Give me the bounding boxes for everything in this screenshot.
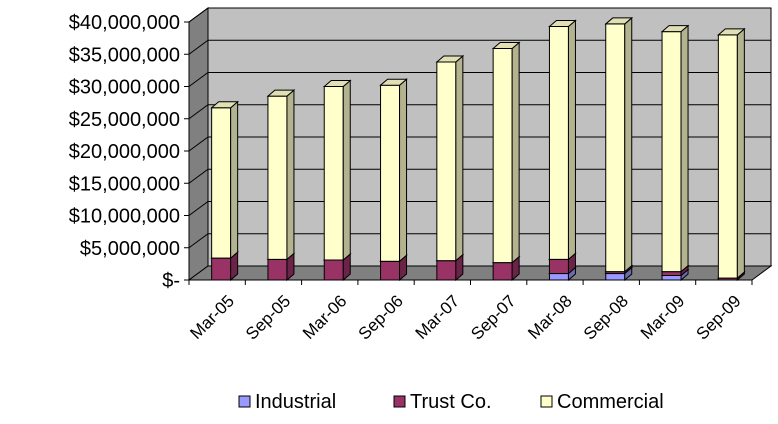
bar-segment-commercial bbox=[491, 41, 521, 264]
bar-segment-commercial bbox=[379, 78, 408, 263]
bar-side bbox=[455, 54, 464, 262]
gridline bbox=[188, 39, 771, 55]
bar-side bbox=[399, 78, 408, 263]
bar-segment-commercial bbox=[716, 27, 746, 280]
bar-side bbox=[511, 41, 520, 264]
bar-front bbox=[380, 260, 401, 281]
x-tick-label: Sep-06 bbox=[355, 291, 407, 343]
bar-side bbox=[230, 100, 239, 260]
bar-front bbox=[492, 47, 513, 264]
y-tick-label: $35,000,000 bbox=[69, 44, 180, 66]
x-tick-label: Mar-08 bbox=[524, 291, 576, 343]
bar-segment-commercial bbox=[435, 54, 465, 262]
y-tick-label: $10,000,000 bbox=[69, 206, 180, 228]
bar-front bbox=[548, 273, 569, 281]
bar-top bbox=[548, 20, 577, 28]
chart-gridlines bbox=[188, 7, 771, 249]
x-tick-label: Mar-09 bbox=[637, 291, 689, 343]
bar-side bbox=[736, 27, 745, 280]
bar-top bbox=[716, 28, 746, 36]
bar-front bbox=[605, 273, 626, 281]
gridline bbox=[188, 72, 771, 87]
bar-side bbox=[342, 79, 351, 262]
y-tick-label: $30,000,000 bbox=[69, 77, 180, 99]
bar-front bbox=[267, 258, 288, 281]
gridline bbox=[188, 136, 771, 152]
bar-front bbox=[323, 86, 344, 261]
gridline bbox=[188, 7, 771, 23]
bar-top bbox=[322, 80, 352, 87]
gridline bbox=[188, 168, 771, 184]
bar-front bbox=[380, 84, 401, 262]
legend-item: Commercial bbox=[540, 391, 664, 413]
bar-segment-commercial bbox=[548, 19, 577, 261]
legend-label: Industrial bbox=[255, 391, 336, 413]
x-tick-label: Mar-05 bbox=[186, 291, 238, 343]
bar-front bbox=[323, 259, 344, 281]
gridline bbox=[188, 233, 771, 249]
y-tick-label: $- bbox=[162, 270, 180, 292]
bar-front bbox=[492, 262, 513, 281]
bar-segment-commercial bbox=[322, 79, 352, 262]
x-tick-label: Mar-06 bbox=[299, 291, 351, 343]
bar-segment-commercial bbox=[266, 89, 296, 261]
bar-top bbox=[604, 17, 634, 25]
bar-front bbox=[717, 34, 738, 279]
bar-top bbox=[435, 55, 465, 63]
bar-segment-commercial bbox=[210, 100, 240, 260]
bar-front bbox=[605, 23, 626, 273]
bar-front bbox=[661, 271, 682, 276]
bar-top bbox=[491, 41, 521, 49]
legend-swatch bbox=[540, 395, 553, 408]
bar-front bbox=[211, 257, 232, 281]
y-axis: $- $5,000,000 $10,000,000 $15,000,000 $20,00… bbox=[69, 12, 190, 292]
x-axis: Mar-05 Sep-05 Mar-06 Sep-06 Mar-07 Sep-07 Mar-… bbox=[186, 279, 753, 344]
x-tick-label: Mar-07 bbox=[412, 291, 464, 343]
legend-label: Commercial bbox=[557, 391, 664, 413]
bar-front bbox=[548, 258, 569, 275]
bar-side bbox=[567, 19, 576, 261]
gridline bbox=[188, 104, 771, 120]
bar-front bbox=[661, 274, 682, 281]
y-tick-label: $20,000,000 bbox=[69, 141, 180, 163]
y-tick-label: $25,000,000 bbox=[69, 109, 180, 131]
chart-bars bbox=[210, 16, 746, 282]
chart-legend: Industrial Trust Co. Commercial bbox=[238, 391, 664, 413]
gridline bbox=[188, 201, 771, 216]
x-tick-label: Sep-09 bbox=[692, 291, 744, 343]
bar-side bbox=[286, 89, 295, 261]
legend-label: Trust Co. bbox=[410, 391, 492, 413]
bar-front bbox=[267, 95, 288, 260]
bar-top bbox=[660, 25, 690, 33]
y-tick-label: $5,000,000 bbox=[80, 238, 180, 260]
bar-side bbox=[624, 16, 633, 273]
bar-front bbox=[436, 61, 457, 262]
bar-segment-commercial bbox=[604, 16, 634, 273]
bar-top bbox=[266, 89, 296, 97]
bar-front bbox=[211, 107, 232, 259]
bar-top bbox=[210, 101, 240, 109]
legend-item: Industrial bbox=[238, 391, 336, 413]
bar-segment-commercial bbox=[660, 24, 690, 273]
x-tick-label: Sep-08 bbox=[580, 291, 632, 343]
legend-item: Trust Co. bbox=[393, 391, 492, 413]
bar-front bbox=[436, 260, 457, 281]
bar-side bbox=[680, 24, 689, 273]
y-tick-label: $15,000,000 bbox=[69, 173, 180, 195]
bar-top bbox=[379, 78, 408, 86]
legend-swatch bbox=[238, 395, 251, 408]
y-tick-label: $40,000,000 bbox=[69, 12, 180, 34]
x-tick-label: Sep-07 bbox=[467, 291, 519, 343]
legend-swatch bbox=[393, 395, 406, 408]
x-tick-label: Sep-05 bbox=[242, 291, 294, 343]
bar-front bbox=[548, 26, 569, 260]
bar-front bbox=[661, 31, 682, 273]
